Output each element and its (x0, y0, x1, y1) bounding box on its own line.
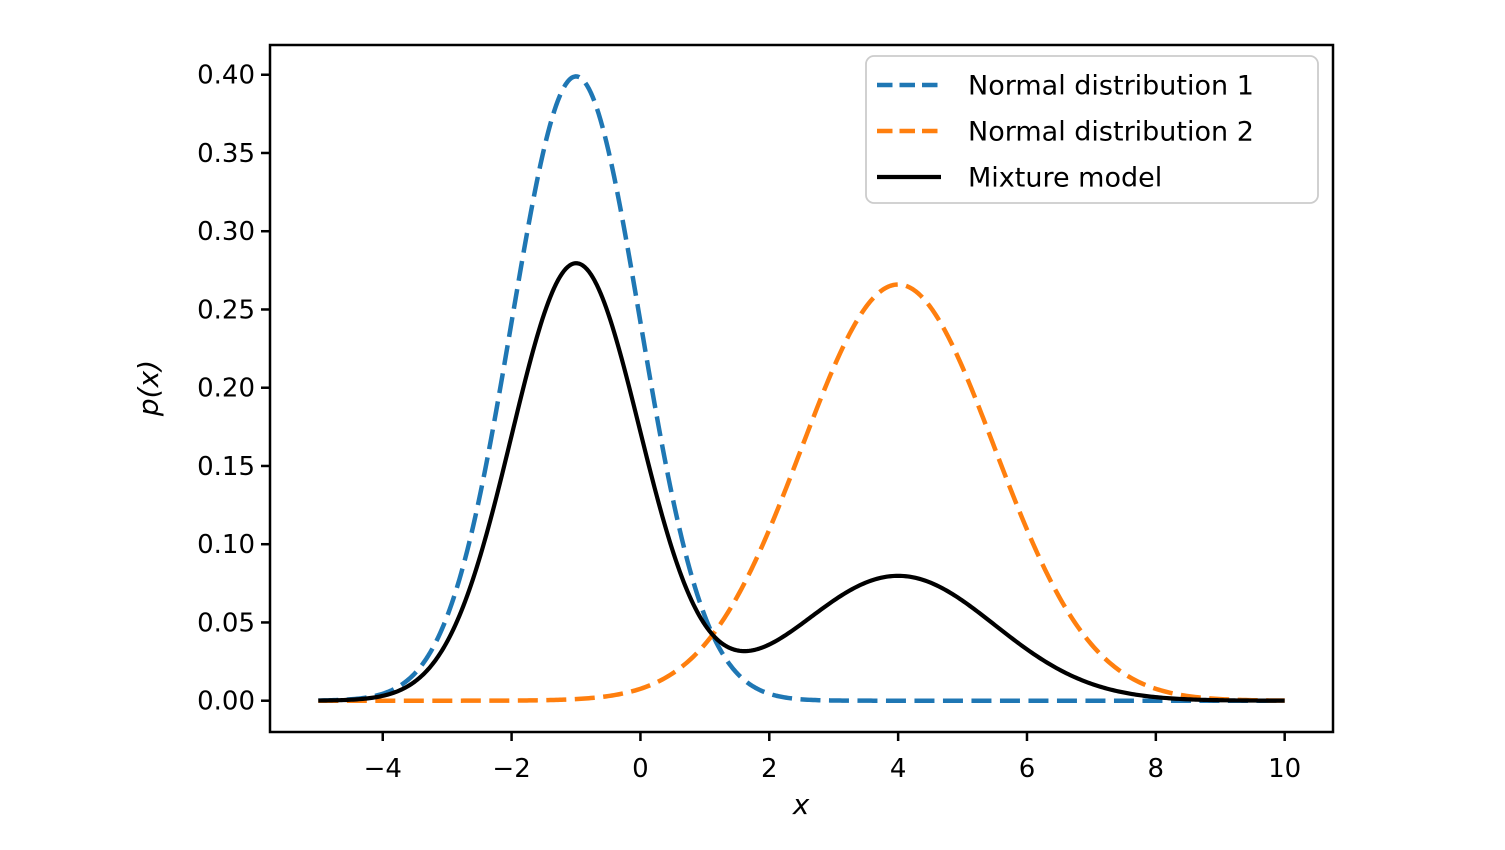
y-ticks-group: 0.00 0.05 0.10 0.15 0.20 0.25 0.30 0.35 0.40 (197, 61, 270, 717)
x-tick-label: 2 (761, 754, 778, 784)
x-ticks-group: −4 −2 0 2 4 6 8 10 (364, 732, 1301, 784)
curves-group (318, 74, 1285, 703)
curve-normal-distribution-2 (318, 282, 1285, 703)
curve-normal-distribution-1 (318, 74, 1285, 703)
y-tick-label: 0.15 (197, 452, 255, 482)
legend-label-normal-distribution-1: Normal distribution 1 (968, 71, 1254, 102)
y-axis-label: p(x) (132, 360, 165, 417)
x-tick-label: 8 (1148, 754, 1165, 784)
x-tick-label: 6 (1019, 754, 1036, 784)
legend: Normal distribution 1 Normal distribution… (865, 55, 1319, 204)
x-axis-label: x (792, 788, 810, 821)
x-tick-label: −4 (364, 754, 402, 784)
legend-label-normal-distribution-2: Normal distribution 2 (968, 117, 1254, 148)
x-tick-label: 0 (632, 754, 649, 784)
legend-box (865, 55, 1319, 204)
y-tick-label: 0.10 (197, 530, 255, 560)
x-tick-label: −2 (492, 754, 530, 784)
legend-label-mixture-model: Mixture model (968, 163, 1162, 194)
y-tick-label: 0.25 (197, 295, 255, 325)
y-tick-label: 0.35 (197, 139, 255, 169)
curve-mixture-model (318, 261, 1285, 703)
y-tick-label: 0.20 (197, 374, 255, 404)
x-tick-label: 4 (890, 754, 907, 784)
x-tick-label: 10 (1268, 754, 1301, 784)
y-tick-label: 0.30 (197, 217, 255, 247)
y-tick-label: 0.00 (197, 687, 255, 717)
y-tick-label: 0.05 (197, 608, 255, 638)
y-tick-label: 0.40 (197, 61, 255, 91)
